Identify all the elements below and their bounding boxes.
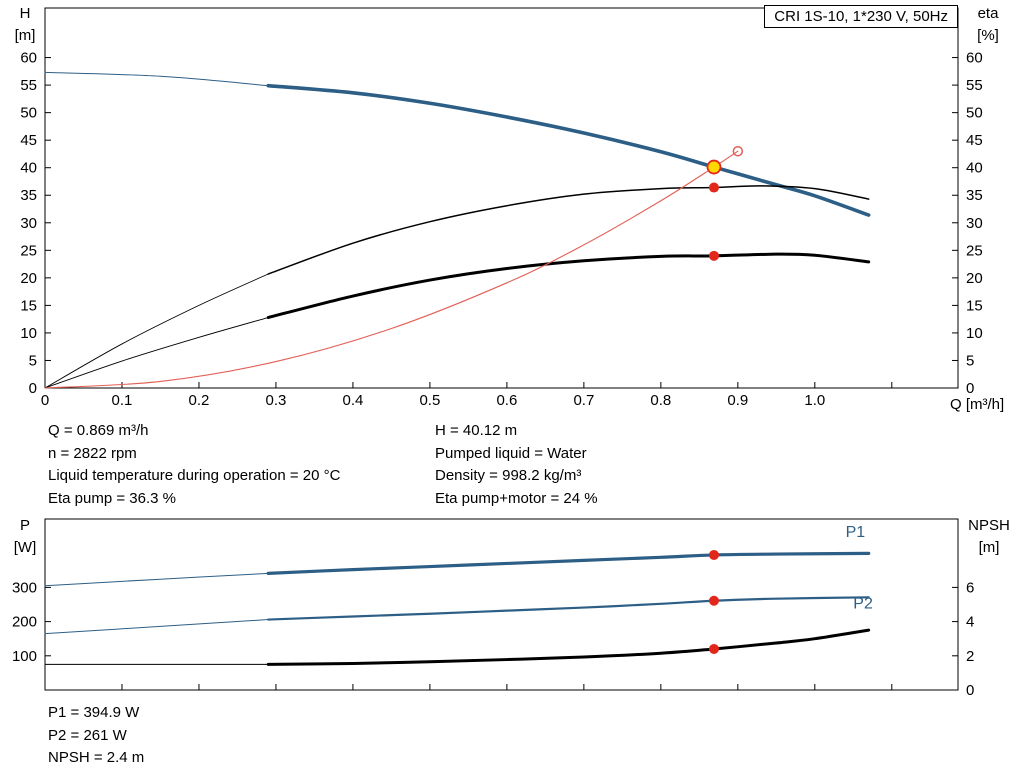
pump-model-box: CRI 1S-10, 1*230 V, 50Hz [764, 5, 958, 28]
eta-pump-curve [267, 185, 870, 275]
y-left-tick-label: 40 [20, 160, 37, 177]
y-right-tick-label: 25 [966, 242, 983, 259]
y-right-tick-label: 60 [966, 50, 983, 67]
x-tick-label: 0.3 [266, 392, 287, 409]
power-info: P1 = 394.9 W P2 = 261 W NPSH = 2.4 m [48, 702, 144, 770]
y-left-tick-label: 200 [12, 614, 37, 631]
power-npsh-chart: 100 200 300 0 2 4 6 P1 P2 [12, 518, 974, 699]
head-curve-extrapolated [44, 71, 269, 87]
y-left-tick-label: 5 [29, 352, 37, 369]
info-npsh: NPSH = 2.4 m [48, 749, 145, 766]
y-left-tick-label: 45 [20, 132, 37, 149]
y-right-tick-label: 55 [966, 77, 983, 94]
y-right-tick-label: 10 [966, 325, 983, 342]
info-density: Density = 998.2 kg/m³ [435, 467, 582, 484]
y-left-tick-label: 10 [20, 325, 37, 342]
plot-frame [44, 7, 959, 389]
x-tick-label: 0.5 [419, 392, 440, 409]
eta-pump-motor-curve [266, 252, 871, 320]
x-tick-label: 0.8 [650, 392, 671, 409]
system-curve [44, 150, 739, 389]
x-tick-label: 1.0 [804, 392, 825, 409]
requested-duty-point [732, 145, 744, 157]
info-head: H = 40.12 m [435, 422, 518, 439]
info-eta-pump-motor: Eta pump+motor = 24 % [435, 489, 598, 507]
eta-axis-title: eta [%] [963, 3, 1013, 47]
operating-info-right: H = 40.12 m Pumped liquid = Water Densit… [435, 420, 598, 510]
p-axis-title-unit: [W] [13, 539, 37, 556]
p2-curve [267, 596, 870, 621]
h-axis-title-symbol: H [19, 5, 31, 22]
info-p1: P1 = 394.9 W [48, 704, 140, 721]
y-left-tick-label: 25 [20, 242, 37, 259]
y-left-tick-label: 30 [20, 215, 37, 232]
y-right-tick-label: 0 [966, 380, 974, 397]
info-flow: Q = 0.869 m³/h [48, 422, 149, 439]
p2-extrapolated [44, 619, 269, 635]
y-right-tick-label: 30 [966, 215, 983, 232]
p1-extrapolated [44, 572, 269, 587]
eta-pump-point [708, 182, 719, 193]
info-pumped-liquid: Pumped liquid = Water [435, 444, 587, 462]
y-left-tick-label: 15 [20, 297, 37, 314]
h-axis-title: H [m] [6, 3, 44, 47]
duty-point [706, 159, 722, 175]
y-left-tick-label: 300 [12, 579, 37, 596]
y-left-tick-label: 0 [29, 380, 37, 397]
plot-frame [44, 518, 959, 691]
npsh-axis-title: NPSH [m] [960, 515, 1018, 559]
eta-pump-motor-point [708, 250, 719, 261]
y-left-tick-label: 60 [20, 50, 37, 67]
q-axis-title: Q [m³/h] [950, 396, 1005, 413]
eta-axis-title-unit: [%] [977, 27, 999, 44]
curve-label-P2: P2 [853, 596, 873, 613]
y-right-tick-label: 15 [966, 297, 983, 314]
npsh-axis-title-symbol: NPSH [968, 517, 1010, 534]
x-tick-label: 0.1 [112, 392, 133, 409]
y-right-tick-label: 6 [966, 579, 974, 596]
y-right-tick-label: 5 [966, 352, 974, 369]
y-right-tick-label: 0 [966, 682, 974, 699]
p-axis-title-symbol: P [19, 517, 30, 534]
h-axis-title-unit: [m] [14, 27, 36, 44]
x-tick-label: 0.6 [496, 392, 517, 409]
y-left-tick-label: 50 [20, 105, 37, 122]
y-left-tick-label: 20 [20, 270, 37, 287]
x-tick-label: 0.2 [189, 392, 210, 409]
y-left-tick-label: 55 [20, 77, 37, 94]
y-right-tick-label: 35 [966, 187, 983, 204]
y-left-tick-label: 35 [20, 187, 37, 204]
x-tick-label: 0.7 [573, 392, 594, 409]
p-axis-title: P [W] [6, 515, 44, 559]
head-curve [266, 83, 871, 217]
eta-pump-extrapolated [44, 273, 269, 389]
npsh-curve [266, 628, 871, 666]
x-tick-label: 0 [41, 392, 49, 409]
y-right-tick-label: 50 [966, 105, 983, 122]
y-right-tick-label: 4 [966, 614, 974, 631]
eta-axis-title-symbol: eta [977, 5, 999, 22]
hq-performance-chart: 0 0.1 0.2 0.3 0.4 0.5 0.6 0.7 0.8 0.9 1.0 0 5 10 15 20 2… [20, 7, 983, 409]
x-tick-label: 0.9 [727, 392, 748, 409]
npsh-axis-title-unit: [m] [978, 539, 1000, 556]
y-right-tick-label: 45 [966, 132, 983, 149]
operating-info-left: Q = 0.869 m³/h n = 2822 rpm Liquid tempe… [48, 420, 340, 510]
info-eta-pump: Eta pump = 36.3 % [48, 489, 176, 507]
y-right-tick-label: 40 [966, 160, 983, 177]
p1-curve [266, 551, 871, 575]
npsh-point [708, 643, 719, 654]
info-p2: P2 = 261 W [48, 726, 127, 744]
eta-pump-motor-extrapolated [44, 317, 269, 389]
y-right-tick-label: 2 [966, 648, 974, 665]
x-tick-label: 0.4 [342, 392, 363, 409]
info-speed: n = 2822 rpm [48, 444, 137, 462]
y-right-tick-label: 20 [966, 270, 983, 287]
info-liquid-temperature: Liquid temperature during operation = 20… [48, 467, 341, 484]
p2-point [708, 595, 719, 606]
y-left-tick-label: 100 [12, 648, 37, 665]
curve-label-P1: P1 [846, 524, 866, 541]
p1-point [708, 549, 719, 560]
